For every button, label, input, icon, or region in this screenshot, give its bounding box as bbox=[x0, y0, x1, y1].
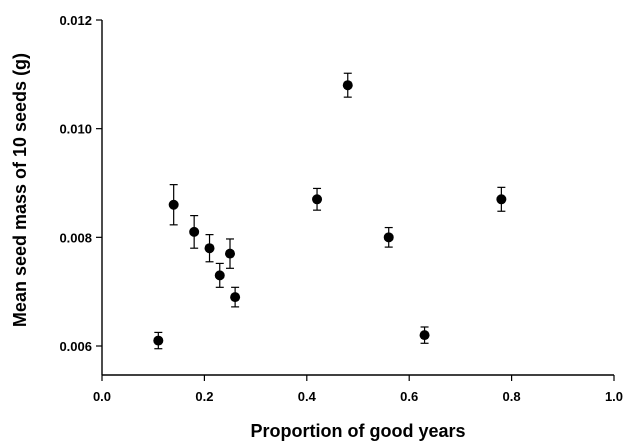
x-tick-label: 0.2 bbox=[195, 389, 213, 404]
y-axis-title: Mean seed mass of 10 seeds (g) bbox=[10, 53, 30, 327]
axes bbox=[101, 20, 614, 376]
data-point-group bbox=[312, 187, 323, 211]
x-tick-label: 1.0 bbox=[605, 389, 623, 404]
data-point-group bbox=[153, 331, 164, 350]
data-point bbox=[419, 330, 430, 341]
data-point bbox=[189, 226, 200, 237]
data-point-group bbox=[419, 326, 430, 344]
x-tick-label: 0.4 bbox=[298, 389, 317, 404]
x-tick-label: 0.8 bbox=[503, 389, 521, 404]
x-axis-ticks: 0.0 0.2 0.4 0.6 0.8 1.0 bbox=[93, 375, 623, 404]
data-points bbox=[153, 72, 507, 350]
data-point bbox=[496, 194, 507, 205]
data-point bbox=[214, 270, 225, 281]
x-tick-label: 0.0 bbox=[93, 389, 111, 404]
data-point bbox=[153, 335, 164, 346]
x-axis-title: Proportion of good years bbox=[250, 421, 465, 441]
data-point bbox=[225, 248, 235, 259]
data-point bbox=[204, 243, 215, 254]
data-point bbox=[342, 80, 353, 91]
data-point bbox=[230, 292, 241, 303]
data-point-group bbox=[189, 215, 200, 249]
data-point-group bbox=[204, 234, 215, 263]
data-point-group bbox=[230, 286, 241, 308]
data-point-group bbox=[168, 184, 179, 226]
y-axis-ticks: 0.006 0.008 0.010 0.012 bbox=[59, 13, 102, 354]
y-tick-label: 0.006 bbox=[59, 339, 92, 354]
x-tick-label: 0.6 bbox=[400, 389, 418, 404]
data-point-group bbox=[214, 262, 225, 288]
data-point bbox=[312, 194, 323, 205]
data-point-group bbox=[342, 72, 353, 98]
data-point-group bbox=[225, 238, 235, 269]
data-point bbox=[383, 232, 394, 243]
data-point-group bbox=[383, 226, 394, 248]
data-point-group bbox=[496, 186, 507, 212]
data-point bbox=[168, 199, 179, 210]
y-tick-label: 0.012 bbox=[59, 13, 92, 28]
y-tick-label: 0.010 bbox=[59, 122, 92, 137]
y-tick-label: 0.008 bbox=[59, 230, 92, 245]
